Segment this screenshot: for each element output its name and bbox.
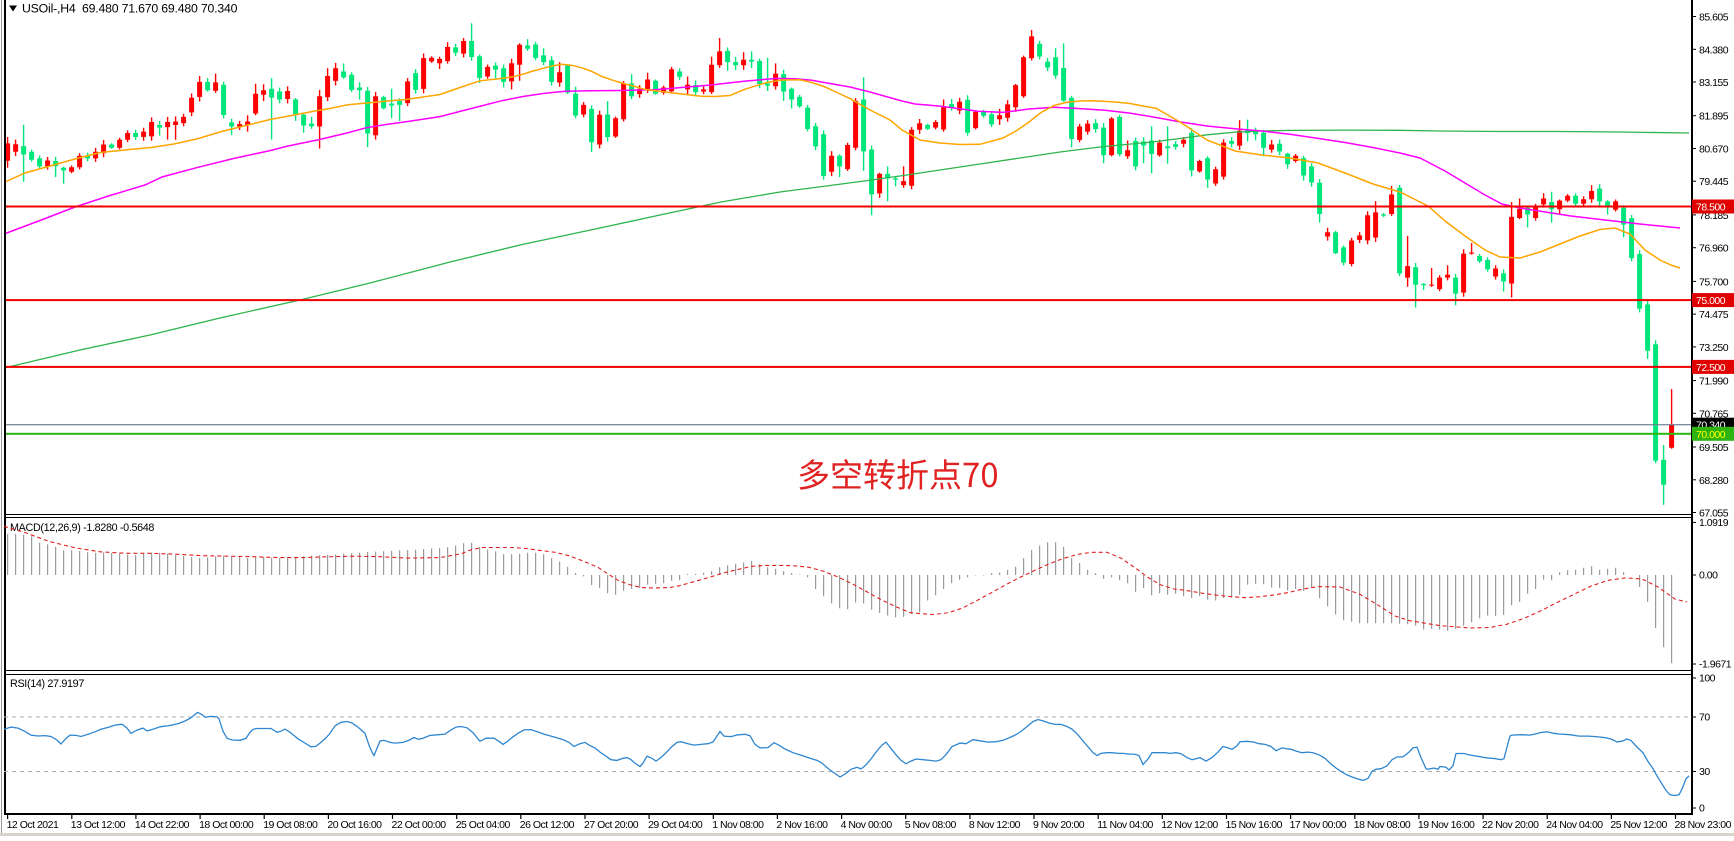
- svg-text:67.055: 67.055: [1699, 508, 1729, 520]
- svg-text:20 Oct 16:00: 20 Oct 16:00: [327, 819, 382, 831]
- svg-text:22 Nov 20:00: 22 Nov 20:00: [1482, 819, 1539, 831]
- svg-text:70: 70: [1699, 712, 1710, 724]
- svg-text:72.500: 72.500: [1696, 362, 1726, 374]
- svg-text:100: 100: [1699, 673, 1716, 685]
- svg-text:24 Nov 04:00: 24 Nov 04:00: [1546, 819, 1603, 831]
- svg-text:84.380: 84.380: [1699, 44, 1729, 56]
- svg-text:RSI(14) 27.9197: RSI(14) 27.9197: [10, 678, 84, 690]
- svg-text:85.605: 85.605: [1699, 12, 1729, 24]
- svg-text:27 Oct 20:00: 27 Oct 20:00: [584, 819, 639, 831]
- svg-text:11 Nov 04:00: 11 Nov 04:00: [1097, 819, 1153, 831]
- svg-text:18 Oct 00:00: 18 Oct 00:00: [199, 819, 254, 831]
- svg-text:8 Nov 12:00: 8 Nov 12:00: [969, 819, 1021, 831]
- svg-text:5 Nov 08:00: 5 Nov 08:00: [905, 819, 957, 831]
- svg-text:0: 0: [1699, 803, 1705, 815]
- svg-text:25 Oct 04:00: 25 Oct 04:00: [456, 819, 511, 831]
- svg-text:19 Oct 08:00: 19 Oct 08:00: [263, 819, 318, 831]
- svg-text:12 Nov 12:00: 12 Nov 12:00: [1161, 819, 1218, 831]
- svg-text:9 Nov 20:00: 9 Nov 20:00: [1033, 819, 1085, 831]
- svg-text:74.475: 74.475: [1699, 309, 1729, 321]
- svg-text:13 Oct 12:00: 13 Oct 12:00: [71, 819, 126, 831]
- svg-text:71.990: 71.990: [1699, 376, 1729, 388]
- svg-text:0.00: 0.00: [1699, 570, 1718, 582]
- svg-text:79.445: 79.445: [1699, 176, 1729, 188]
- svg-text:29 Oct 04:00: 29 Oct 04:00: [648, 819, 703, 831]
- svg-text:73.250: 73.250: [1699, 342, 1729, 354]
- svg-text:15 Nov 16:00: 15 Nov 16:00: [1226, 819, 1283, 831]
- svg-text:75.000: 75.000: [1696, 295, 1726, 307]
- svg-text:30: 30: [1699, 766, 1710, 778]
- svg-text:78.500: 78.500: [1696, 202, 1726, 214]
- svg-text:4 Nov 00:00: 4 Nov 00:00: [841, 819, 893, 831]
- svg-text:28 Nov 23:00: 28 Nov 23:00: [1675, 819, 1732, 831]
- svg-text:1.0919: 1.0919: [1699, 517, 1729, 529]
- svg-text:18 Nov 08:00: 18 Nov 08:00: [1354, 819, 1411, 831]
- svg-text:69.505: 69.505: [1699, 442, 1729, 454]
- svg-text:12 Oct 2021: 12 Oct 2021: [7, 819, 59, 831]
- svg-text:76.960: 76.960: [1699, 243, 1729, 255]
- svg-text:17 Nov 00:00: 17 Nov 00:00: [1290, 819, 1347, 831]
- svg-text:USOil-,H4 69.480 71.670 69.48: USOil-,H4 69.480 71.670 69.480 70.340: [22, 2, 238, 16]
- svg-text:81.895: 81.895: [1699, 111, 1729, 123]
- svg-text:26 Oct 12:00: 26 Oct 12:00: [520, 819, 575, 831]
- svg-text:70.000: 70.000: [1696, 429, 1726, 441]
- svg-text:14 Oct 22:00: 14 Oct 22:00: [135, 819, 190, 831]
- svg-text:1 Nov 08:00: 1 Nov 08:00: [712, 819, 764, 831]
- svg-text:-1.9671: -1.9671: [1699, 659, 1732, 671]
- svg-text:MACD(12,26,9) -1.8280 -0.5648: MACD(12,26,9) -1.8280 -0.5648: [10, 522, 154, 534]
- svg-text:19 Nov 16:00: 19 Nov 16:00: [1418, 819, 1475, 831]
- svg-text:68.280: 68.280: [1699, 475, 1729, 487]
- svg-text:22 Oct 00:00: 22 Oct 00:00: [392, 819, 447, 831]
- svg-text:70.765: 70.765: [1699, 408, 1729, 420]
- svg-text:80.670: 80.670: [1699, 144, 1729, 156]
- svg-text:83.155: 83.155: [1699, 77, 1729, 89]
- svg-text:25 Nov 12:00: 25 Nov 12:00: [1610, 819, 1667, 831]
- svg-text:75.700: 75.700: [1699, 276, 1729, 288]
- svg-text:2 Nov 16:00: 2 Nov 16:00: [776, 819, 828, 831]
